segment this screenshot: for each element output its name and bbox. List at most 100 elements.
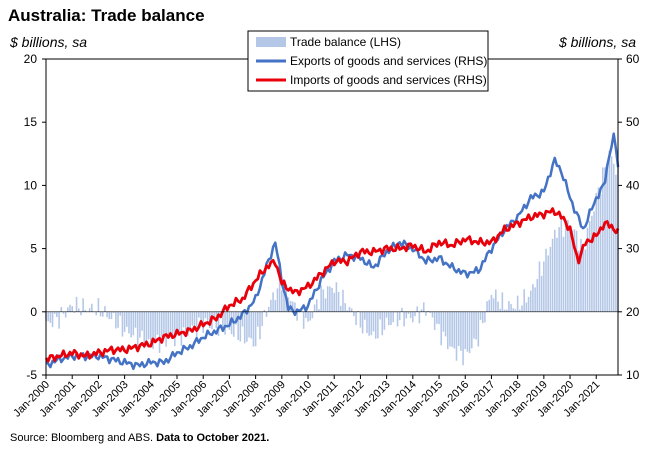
trade-balance-bar	[588, 220, 591, 312]
trade-balance-bar	[233, 311, 235, 337]
trade-balance-bar	[180, 311, 183, 346]
trade-balance-bar	[405, 311, 408, 319]
trade-balance-bar	[56, 311, 58, 318]
trade-balance-bar	[521, 305, 523, 312]
trade-balance-bar	[591, 215, 593, 312]
trade-balance-bar	[364, 311, 366, 320]
y-left-tick-label: -5	[26, 368, 37, 382]
trade-balance-bar	[187, 311, 189, 336]
trade-balance-bar	[265, 311, 268, 317]
trade-balance-bar	[479, 311, 482, 320]
trade-balance-bar	[115, 311, 117, 329]
trade-balance-bar	[484, 311, 486, 323]
trade-balance-bar	[394, 311, 397, 313]
trade-balance-bar	[523, 289, 525, 312]
trade-balance-bar	[519, 309, 521, 312]
trade-balance-bar	[53, 311, 56, 314]
trade-balance-bar	[222, 311, 224, 333]
trade-balance-bar	[64, 311, 67, 318]
trade-balance-bar	[464, 311, 467, 350]
trade-balance-bar	[213, 311, 215, 320]
trade-balance-bar	[307, 311, 309, 322]
trade-balance-bar	[178, 311, 180, 332]
trade-balance-bar	[47, 311, 49, 322]
trade-balance-bar	[477, 311, 480, 347]
trade-balance-bar	[381, 311, 384, 336]
trade-balance-bar	[246, 311, 248, 342]
trade-balance-bar	[396, 311, 399, 327]
trade-balance-bar	[442, 311, 445, 332]
trade-balance-bar	[322, 289, 325, 312]
trade-balance-bar	[158, 311, 161, 353]
chart-title: Australia: Trade balance	[8, 6, 205, 25]
series-lines	[44, 132, 620, 371]
trade-balance-bar	[584, 249, 587, 312]
trade-balance-bar	[254, 311, 257, 347]
trade-balance-bar	[606, 167, 608, 312]
trade-balance-bar	[350, 308, 353, 312]
y-left-tick-label: 5	[30, 242, 37, 256]
legend: Trade balance (LHS) Exports of goods and …	[247, 30, 489, 92]
trade-balance-bar	[549, 246, 552, 312]
y-right-tick-label: 10	[626, 368, 640, 382]
trade-balance-bar	[593, 211, 595, 312]
left-axis-unit: $ billions, sa	[10, 34, 88, 50]
trade-balance-bar	[503, 309, 506, 312]
trade-balance-bar	[88, 308, 91, 312]
trade-balance-bar	[501, 292, 504, 312]
trade-balance-bar	[545, 248, 547, 312]
trade-balance-bar	[446, 311, 449, 350]
trade-balance-bar	[529, 290, 532, 312]
trade-balance-bar	[189, 311, 191, 332]
axes: -505101520102030405060Jan-2000Jan-2001Ja…	[11, 52, 639, 420]
trade-balance-bar	[49, 311, 52, 323]
trade-balance-bar	[294, 302, 296, 312]
trade-balance-bar	[359, 311, 362, 328]
trade-balance-bar	[241, 311, 244, 327]
trade-balance-bar	[455, 311, 458, 361]
trade-balance-bar	[438, 311, 440, 325]
trade-balance-bar	[490, 294, 493, 312]
trade-balance-bar	[412, 311, 414, 323]
trade-balance-bar	[342, 289, 344, 312]
trade-balance-bar	[377, 311, 379, 339]
y-right-tick-label: 50	[626, 115, 640, 129]
trade-balance-bar	[110, 311, 113, 320]
trade-balance-bar	[564, 222, 567, 312]
trade-balance-bar	[134, 311, 137, 328]
y-right-tick-label: 20	[626, 305, 640, 319]
trade-balance-bar	[130, 311, 132, 338]
trade-balance-bar	[75, 296, 78, 312]
trade-balance-bar	[296, 311, 298, 321]
trade-balance-bar	[91, 303, 93, 312]
trade-balance-bar	[112, 311, 115, 314]
trade-balance-bar	[608, 150, 611, 312]
trade-balance-bar	[329, 286, 331, 312]
trade-balance-bar	[525, 302, 528, 312]
trade-balance-bar	[80, 311, 82, 316]
trade-balance-bar	[230, 311, 233, 335]
y-right-tick-label: 40	[626, 178, 640, 192]
trade-balance-bar	[488, 299, 491, 312]
trade-balance-bar	[62, 311, 65, 314]
trade-balance-bar	[492, 298, 495, 312]
trade-balance-bar	[119, 311, 122, 316]
trade-balance-bar	[388, 311, 390, 326]
trade-balance-bar	[95, 311, 98, 316]
trade-balance-bar	[99, 311, 102, 317]
y-right-tick-label: 60	[626, 52, 640, 66]
trade-balance-bar	[337, 291, 340, 312]
trade-balance-bar	[311, 311, 314, 319]
trade-balance-bar	[602, 167, 604, 312]
y-left-tick-label: 15	[24, 115, 38, 129]
trade-balance-bar	[261, 311, 263, 326]
trade-balance-bar	[67, 307, 69, 312]
legend-entry: Trade balance (LHS)	[290, 35, 401, 49]
trade-balance-bar	[305, 311, 307, 318]
trade-balance-bar	[543, 261, 545, 312]
source-note: Source: Bloomberg and ABS. Data to Octob…	[10, 432, 269, 444]
trade-balance-bar	[481, 311, 484, 324]
trade-balance-bar	[534, 287, 536, 312]
trade-balance-bar	[597, 187, 600, 312]
